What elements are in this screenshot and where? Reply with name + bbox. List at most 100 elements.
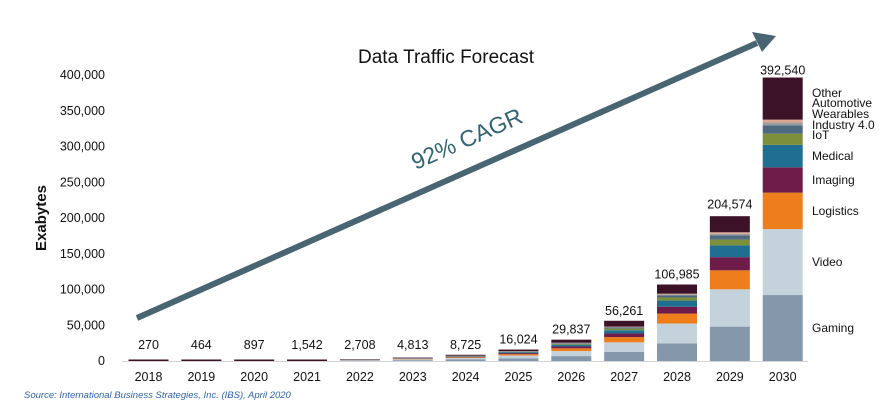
bar-total-label: 106,985 — [654, 268, 699, 282]
bar-segment-logistics-2030 — [762, 192, 803, 230]
bar-segment-video-2025 — [498, 355, 539, 359]
bar-segment-medical-2029 — [709, 245, 750, 258]
x-tick-label: 2030 — [769, 370, 797, 384]
bar-segment-gaming-2025 — [498, 358, 539, 361]
bar-segment-video-2029 — [709, 289, 750, 327]
bar-segment-automotive-2030 — [762, 119, 803, 123]
y-tick-label: 300,000 — [60, 140, 105, 154]
bar-segment-wearables-2030 — [762, 122, 803, 126]
legend-label-wearables: Wearables — [812, 107, 869, 121]
bar-total-label: 204,574 — [707, 198, 752, 212]
bar-segment-video-2028 — [657, 323, 697, 344]
bar-baseline-2021 — [287, 359, 328, 361]
bar-baseline-2019 — [181, 359, 222, 361]
bar-segment-imaging-2030 — [762, 167, 803, 193]
legend: Gaming Video Logistics Imaging Medical IoTInd… — [812, 86, 875, 335]
bar-total-label: 270 — [138, 338, 159, 352]
bar-total-label: 16,024 — [499, 333, 537, 347]
bar-segment-logistics-2024 — [445, 357, 486, 359]
bar-total-label: 897 — [244, 338, 265, 352]
bar-segment-medical-2027 — [604, 330, 645, 334]
bar-segment-video-2024 — [445, 358, 486, 360]
x-tick-label: 2025 — [505, 370, 533, 384]
bar-segment-gaming-2026 — [551, 356, 592, 361]
bar-segment-gaming-2028 — [657, 343, 697, 361]
bar-total-label: 2,708 — [344, 338, 375, 352]
bar-baseline-2018 — [128, 359, 169, 361]
bar-segment-other-2026 — [551, 339, 592, 343]
bar-segment-wearables-2028 — [657, 294, 697, 296]
x-tick-label: 2029 — [716, 370, 744, 384]
bar-total-label: 29,837 — [552, 323, 590, 337]
bar-total-label: 56,261 — [605, 304, 643, 318]
bar-segment-gaming-2030 — [762, 295, 803, 361]
bar-segment-industry-4-0-2030 — [762, 125, 803, 134]
legend-label-automotive: Automotive — [812, 96, 872, 110]
legend-label-industry-4-0: Industry 4.0 — [812, 118, 875, 132]
y-tick-label: 50,000 — [67, 318, 105, 332]
bar-total-label: 8,725 — [450, 338, 481, 352]
bar-segment-iot-2027 — [604, 328, 645, 331]
bar-segment-imaging-2028 — [657, 306, 697, 314]
bar-segment-gaming-2024 — [445, 359, 486, 361]
x-tick-label: 2021 — [293, 370, 321, 384]
bar-segment-medical-2025 — [498, 352, 539, 354]
trend-arrow-shaft — [135, 40, 759, 321]
bar-segment-medical-2026 — [551, 344, 592, 347]
y-tick-label: 200,000 — [60, 211, 105, 225]
legend-label-logistics: Logistics — [812, 204, 859, 218]
bar-segment-logistics-2027 — [604, 337, 645, 343]
bar-segment-imaging-2027 — [604, 333, 645, 338]
bar-segment-logistics-2026 — [551, 348, 592, 352]
bar-segment-imaging-2026 — [551, 346, 592, 349]
bar-total-label: 392,540 — [760, 63, 805, 77]
bar-segment-imaging-2029 — [709, 257, 750, 271]
source-note: Source: International Business Strategie… — [24, 390, 292, 401]
x-tick-label: 2027 — [610, 370, 638, 384]
legend-label-imaging: Imaging — [812, 173, 855, 187]
bar-segment-medical-2028 — [657, 300, 697, 307]
bar-segment-industry-4-0-2028 — [657, 295, 697, 298]
bar-segment-video-2027 — [604, 342, 645, 352]
bar-segment-industry-4-0-2026 — [551, 343, 592, 344]
y-axis-ticks: 0 50,000 100,000 150,000 200,000 250,000 300,0… — [60, 68, 105, 368]
stacked-bars — [128, 77, 803, 361]
x-tick-label: 2024 — [452, 370, 480, 384]
bar-segment-industry-4-0-2029 — [709, 235, 750, 240]
legend-label-medical: Medical — [812, 149, 853, 163]
bar-segment-other-2027 — [604, 320, 645, 327]
bar-total-label: 1,542 — [291, 338, 322, 352]
bar-total-label: 4,813 — [397, 338, 428, 352]
bar-segment-iot-2026 — [551, 343, 592, 345]
y-tick-label: 400,000 — [60, 68, 105, 82]
x-tick-label: 2018 — [135, 370, 163, 384]
bar-segment-iot-2028 — [657, 297, 697, 301]
legend-label-iot: IoT — [812, 128, 830, 142]
bar-segment-industry-4-0-2027 — [604, 327, 645, 329]
y-tick-label: 0 — [98, 354, 105, 368]
trend-arrow-head — [752, 32, 776, 52]
bar-segment-iot-2030 — [762, 133, 803, 145]
bar-segment-gaming-2027 — [604, 351, 645, 361]
x-tick-label: 2019 — [187, 370, 215, 384]
bar-segment-other-2029 — [709, 216, 750, 233]
x-tick-label: 2023 — [399, 370, 427, 384]
bar-segment-video-2023 — [392, 359, 433, 361]
x-tick-label: 2028 — [663, 370, 691, 384]
bar-segment-wearables-2029 — [709, 233, 750, 236]
bar-total-labels: 270 464 897 1,542 2,708 4,813 8,725 16,024 29,83… — [138, 63, 805, 352]
bar-total-label: 464 — [191, 338, 212, 352]
bar-segment-iot-2029 — [709, 239, 750, 246]
bar-segment-other-2025 — [498, 349, 539, 352]
x-tick-label: 2022 — [346, 370, 374, 384]
cagr-arrow — [135, 32, 776, 321]
y-axis-label: Exabytes — [33, 185, 50, 251]
legend-label-video: Video — [812, 255, 843, 269]
x-axis-ticks: 2018 2019 2020 2021 2022 2023 2024 2025 2026 2027… — [135, 370, 797, 384]
y-tick-label: 350,000 — [60, 104, 105, 118]
bar-segment-other-2030 — [762, 77, 803, 120]
bar-segment-other-2024 — [445, 354, 486, 356]
legend-label-other: Other — [812, 86, 842, 100]
bar-segment-other-2028 — [657, 284, 697, 294]
bar-segment-automotive-2029 — [709, 232, 750, 234]
